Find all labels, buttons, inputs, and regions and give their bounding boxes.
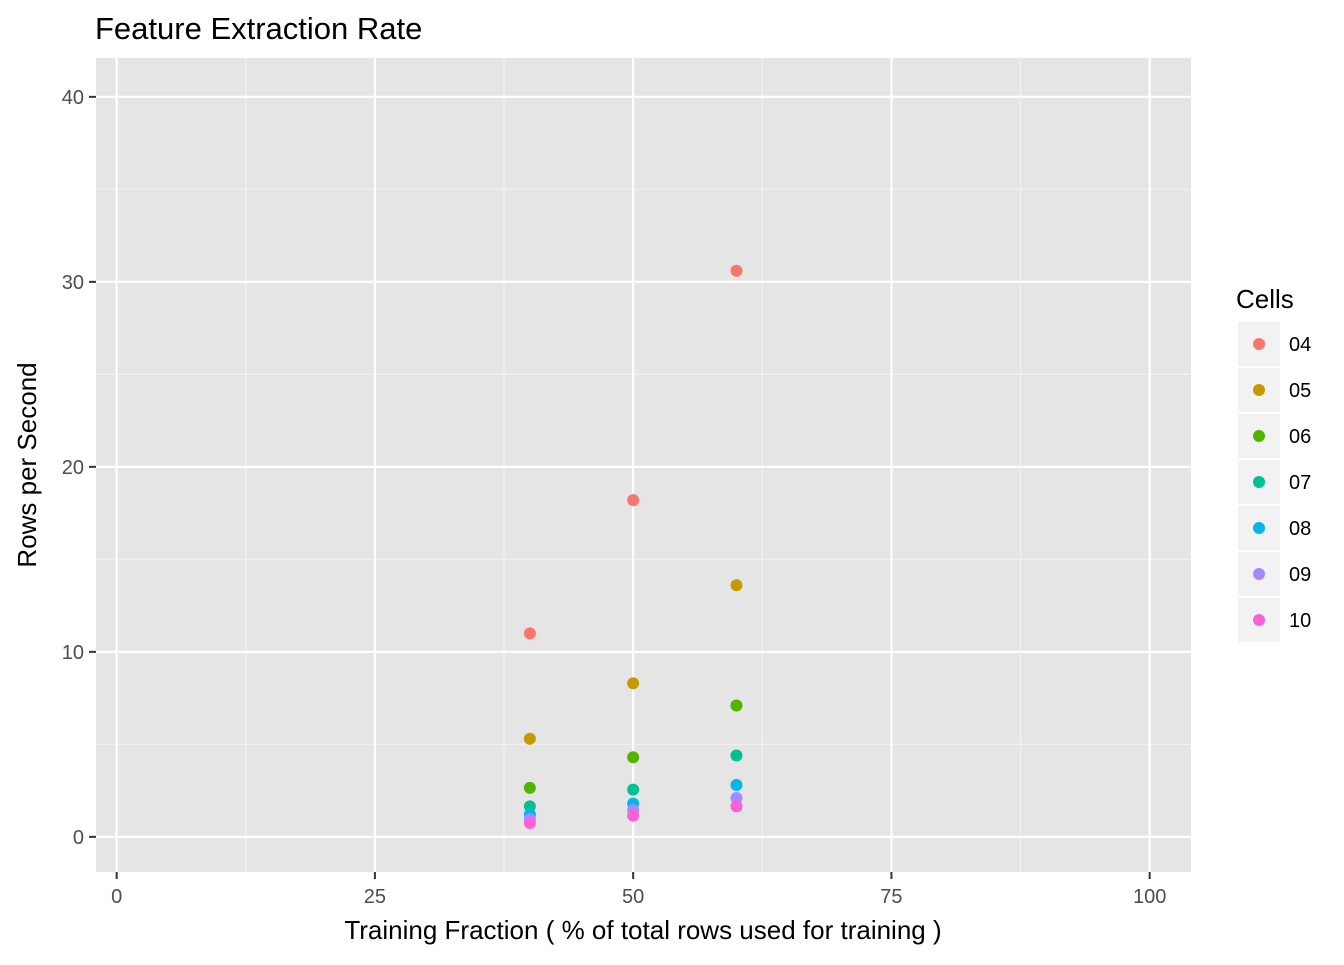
legend-label-05: 05 — [1289, 380, 1311, 402]
y-tick-label: 40 — [62, 87, 84, 109]
legend-marker-04 — [1253, 338, 1265, 350]
x-axis: 0 25 50 75 100 — [111, 872, 1166, 908]
y-tick-label: 10 — [62, 642, 84, 664]
data-point-10 — [523, 816, 536, 829]
legend-label-09: 09 — [1289, 564, 1311, 586]
data-point-06 — [730, 699, 743, 712]
data-point-06 — [523, 781, 536, 794]
data-point-05 — [627, 677, 640, 690]
data-point-05 — [730, 579, 743, 592]
legend-title: Cells — [1236, 284, 1294, 314]
grid-major — [96, 58, 1191, 872]
y-axis: 0 10 20 30 40 — [62, 87, 96, 849]
x-tick-label: 75 — [880, 886, 902, 908]
x-tick-label: 50 — [622, 886, 644, 908]
legend-label-07: 07 — [1289, 472, 1311, 494]
x-tick-label: 0 — [111, 886, 122, 908]
chart-title: Feature Extraction Rate — [95, 11, 422, 46]
data-point-04 — [523, 627, 536, 640]
legend-marker-06 — [1253, 430, 1265, 442]
y-tick-label: 30 — [62, 272, 84, 294]
legend-label-10: 10 — [1289, 610, 1311, 632]
data-point-05 — [523, 732, 536, 745]
legend-marker-09 — [1253, 568, 1265, 580]
legend-label-08: 08 — [1289, 518, 1311, 540]
data-point-08 — [730, 779, 743, 792]
data-point-10 — [627, 809, 640, 822]
legend-marker-07 — [1253, 476, 1265, 488]
grid-minor — [96, 58, 1191, 872]
y-tick-label: 0 — [73, 827, 84, 849]
x-tick-label: 100 — [1133, 886, 1166, 908]
y-tick-label: 20 — [62, 457, 84, 479]
data-point-07 — [627, 783, 640, 796]
data-points — [523, 264, 743, 829]
data-point-10 — [730, 800, 743, 813]
data-point-04 — [730, 264, 743, 277]
y-axis-title: Rows per Second — [12, 362, 42, 567]
data-point-04 — [627, 494, 640, 507]
plot-panel — [96, 58, 1191, 872]
data-point-09 — [730, 792, 743, 804]
legend-marker-10 — [1253, 614, 1265, 626]
legend-marker-08 — [1253, 522, 1265, 534]
data-point-07 — [523, 800, 536, 813]
legend-marker-05 — [1253, 384, 1265, 396]
legend-label-04: 04 — [1289, 334, 1311, 356]
data-point-07 — [730, 749, 743, 762]
legend-label-06: 06 — [1289, 426, 1311, 448]
x-tick-label: 25 — [364, 886, 386, 908]
data-point-06 — [627, 751, 640, 764]
x-axis-title: Training Fraction ( % of total rows used… — [344, 915, 941, 945]
legend: Cells 04 05 06 07 08 09 10 — [1236, 284, 1311, 642]
